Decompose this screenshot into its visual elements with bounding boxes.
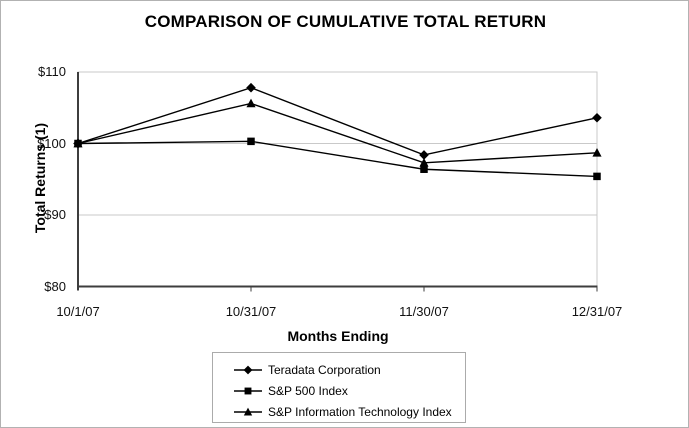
triangle-marker (243, 407, 253, 416)
square-marker (593, 172, 601, 181)
legend-label: S&P Information Technology Index (268, 404, 452, 419)
legend-item-teradata: Teradata Corporation (234, 360, 465, 381)
x-axis-tick-label: 10/31/07 (225, 304, 277, 319)
triangle-marker (246, 98, 256, 108)
y-axis-tick-label: $90 (44, 207, 66, 222)
x-axis-tick-label: 12/31/07 (571, 304, 623, 319)
diamond-marker (243, 365, 253, 375)
diamond-marker-icon (234, 365, 262, 375)
square-marker (420, 165, 428, 173)
plot-border (77, 71, 598, 287)
series-line-diamond (77, 86, 598, 156)
square-marker (247, 137, 255, 146)
square-marker-icon (234, 387, 262, 395)
series-line-square (77, 140, 598, 178)
diamond-marker (246, 82, 256, 93)
x-axis-tick-label: 10/1/07 (56, 304, 100, 319)
legend-item-spit: S&P Information Technology Index (234, 401, 465, 422)
diamond-marker (592, 112, 602, 123)
y-axis-tick-label: $110 (38, 64, 66, 79)
legend-item-sp500: S&P 500 Index (234, 381, 465, 402)
triangle-marker (419, 158, 429, 167)
square-marker (244, 387, 252, 395)
y-axis-title: Total Returns (1) (32, 122, 48, 234)
triangle-marker (592, 147, 602, 157)
x-axis-title: Months Ending (287, 328, 389, 344)
series-line-triangle (77, 102, 598, 164)
legend-label: Teradata Corporation (268, 363, 381, 378)
triangle-marker-icon (234, 407, 262, 416)
y-axis-tick-label: $100 (37, 136, 66, 151)
y-axis-tick-label: $80 (44, 279, 66, 294)
square-marker (74, 139, 82, 148)
legend-label: S&P 500 Index (268, 384, 348, 398)
chart-title: COMPARISON OF CUMULATIVE TOTAL RETURN (144, 12, 547, 31)
diamond-marker (419, 150, 429, 160)
legend: Teradata Corporation S&P 500 Index S&P I… (212, 352, 466, 423)
x-axis-tick-label: 11/30/07 (399, 304, 449, 319)
